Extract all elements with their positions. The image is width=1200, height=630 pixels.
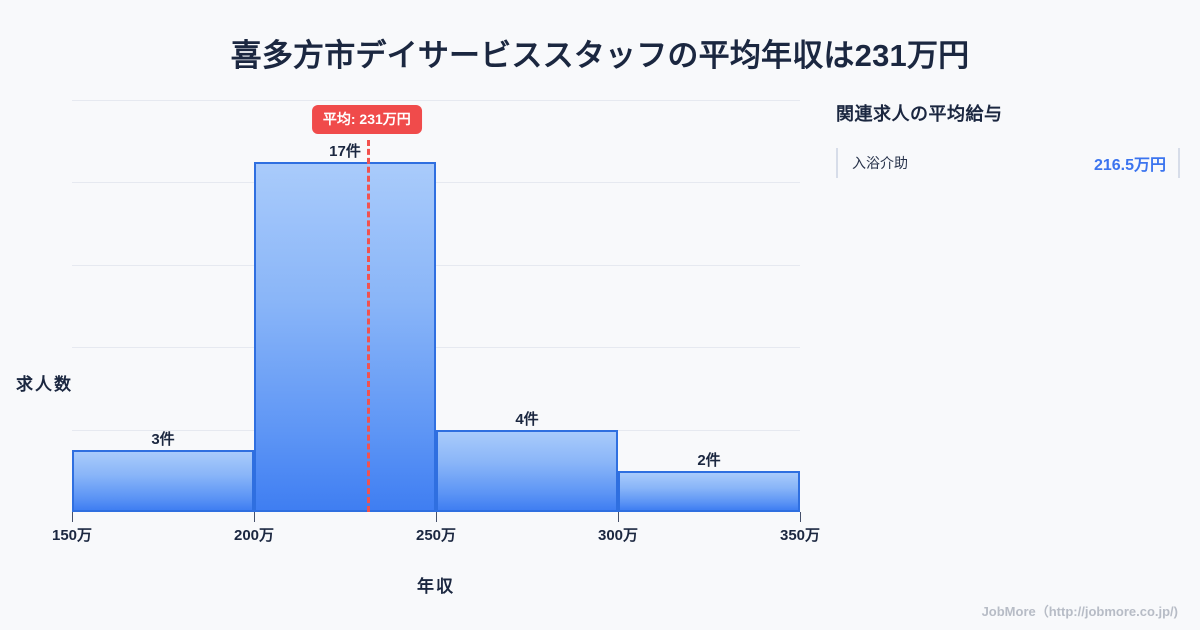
- x-axis-tick-label: 350万: [779, 527, 821, 544]
- y-axis-title: 求人数: [16, 375, 73, 394]
- related-salary-title: 関連求人の平均給与: [836, 104, 1003, 124]
- page-title: 喜多方市デイサービススタッフの平均年収は231万円: [230, 38, 970, 73]
- salary-row-name: 入浴介助: [852, 155, 908, 171]
- salary-row-value: 216.5万円: [1093, 157, 1166, 174]
- average-badge: 平均: 231万円: [311, 105, 422, 134]
- x-axis-tick: [800, 512, 801, 522]
- related-salary-panel: 関連求人の平均給与 入浴介助 216.5万円: [836, 100, 1180, 178]
- salary-row[interactable]: 入浴介助 216.5万円: [836, 148, 1180, 178]
- bar-value-label: 3件: [151, 431, 175, 449]
- bar-value-label: 17件: [329, 142, 361, 160]
- x-axis-tick-label: 200万: [233, 527, 275, 544]
- histogram-bar[interactable]: [254, 161, 436, 512]
- histogram-bar[interactable]: [436, 429, 618, 512]
- x-axis-tick: [436, 512, 437, 522]
- x-axis-tick-label: 150万: [51, 527, 93, 544]
- gridline: [72, 347, 800, 349]
- related-salary-list: 入浴介助 216.5万円: [836, 148, 1180, 178]
- average-line: [366, 140, 370, 512]
- plot-area: 3件 17件 4件 2件 150万 200万 250万 300万 350万 平均: 231万円: [52, 100, 820, 544]
- x-axis-tick-label: 300万: [597, 527, 639, 544]
- x-axis-tick: [72, 512, 73, 522]
- x-axis-tick-label: 250万: [415, 527, 457, 544]
- gridline: [72, 100, 800, 101]
- bar-value-label: 2件: [697, 451, 721, 469]
- histogram-chart: 求人数 3件 17件 4件 2件 150万 200万 250万 300万 350万 平均: 231…: [0, 90, 820, 590]
- footer-attribution: JobMore（http://jobmore.co.jp/): [981, 604, 1178, 619]
- histogram-bar[interactable]: [618, 470, 800, 512]
- histogram-bar[interactable]: [72, 450, 254, 512]
- bar-value-label: 4件: [515, 410, 539, 428]
- gridline: [72, 182, 800, 184]
- x-axis-title: 年収: [417, 577, 455, 596]
- gridline: [72, 264, 800, 266]
- x-axis-tick: [254, 512, 255, 522]
- x-axis-tick: [618, 512, 619, 522]
